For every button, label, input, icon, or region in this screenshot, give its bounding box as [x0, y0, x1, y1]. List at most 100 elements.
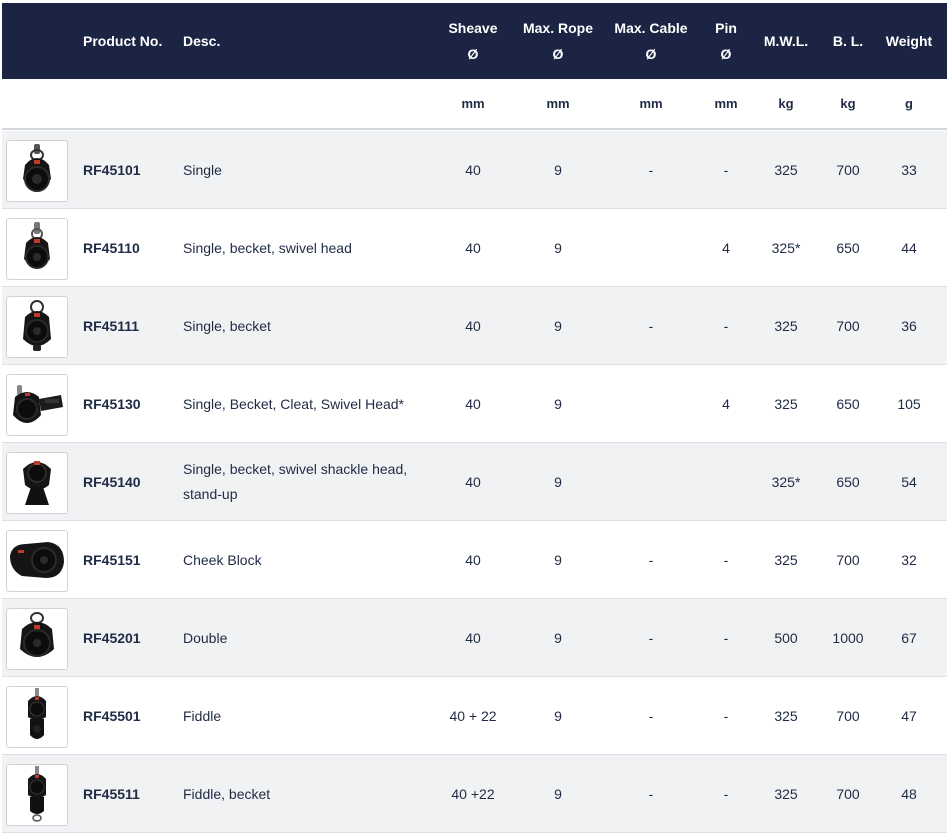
cell-pin: - [723, 318, 729, 334]
single-block-icon [15, 143, 59, 200]
description-line: stand-up [183, 486, 238, 502]
product-description: Single, becket, swivel head [183, 209, 433, 287]
cell-pin: 4 [722, 240, 730, 256]
cell-sheave: 40 + 22 [449, 708, 497, 724]
header-product-no: Product No. [83, 33, 163, 49]
cell-cable [603, 443, 699, 521]
fiddle-block-icon [22, 687, 52, 748]
header-sheave: Sheave Ø [433, 3, 513, 79]
product-description: Fiddle [183, 677, 433, 755]
description-line: Cheek Block [183, 551, 262, 568]
product-thumbnail[interactable] [6, 140, 68, 202]
cell-sheave: 40 [465, 318, 481, 334]
product-thumbnail[interactable] [6, 452, 68, 514]
cell-weight: 67 [901, 630, 917, 646]
product-description: Single, Becket, Cleat, Swivel Head* [183, 365, 433, 443]
product-number[interactable]: RF45501 [83, 708, 141, 724]
product-description: Single, becket [183, 287, 433, 365]
unit-pin: mm [714, 96, 738, 111]
table-row: RF45140 Single, becket, swivel shackle he… [2, 443, 947, 521]
cell-rope: 9 [554, 240, 562, 256]
product-thumbnail[interactable] [6, 530, 68, 592]
product-description: Single [183, 131, 433, 209]
cell-sheave: 40 [465, 240, 481, 256]
cell-sheave: 40 [465, 162, 481, 178]
cell-rope: 9 [554, 162, 562, 178]
cell-cable: - [648, 552, 654, 568]
cell-mwl: 325* [771, 474, 801, 490]
cell-rope: 9 [554, 630, 562, 646]
cell-rope: 9 [554, 708, 562, 724]
header-bl: B. L. [832, 33, 864, 49]
product-description: Cheek Block [183, 521, 433, 599]
header-pin: Pin Ø [699, 3, 753, 79]
cell-mwl: 500 [774, 630, 798, 646]
header-max-cable-symbol: Ø [645, 46, 657, 62]
header-max-cable-label: Max. Cable [614, 20, 688, 36]
header-max-rope-symbol: Ø [552, 46, 564, 62]
product-description: Double [183, 599, 433, 677]
product-number[interactable]: RF45511 [83, 786, 140, 802]
cell-rope: 9 [554, 318, 562, 334]
header-sheave-symbol: Ø [467, 46, 479, 62]
cell-pin [699, 443, 753, 521]
cell-rope: 9 [554, 396, 562, 412]
product-number[interactable]: RF45201 [83, 630, 141, 646]
cell-bl: 700 [836, 162, 860, 178]
product-number[interactable]: RF45140 [83, 474, 141, 490]
product-number[interactable]: RF45110 [83, 240, 140, 256]
cell-pin: - [723, 708, 729, 724]
table-row: RF45101 Single 40 9 - - 325 700 33 [2, 131, 947, 209]
cell-pin: - [723, 552, 729, 568]
product-thumbnail[interactable] [6, 218, 68, 280]
header-mwl: M.W.L. [763, 33, 809, 49]
cell-weight: 32 [901, 552, 917, 568]
cell-cable: - [648, 630, 654, 646]
product-number[interactable]: RF45151 [83, 552, 141, 568]
description-line: Fiddle [183, 707, 222, 724]
table-row: RF45130 Single, Becket, Cleat, Swivel Hea… [2, 365, 947, 443]
cell-bl: 700 [836, 786, 860, 802]
cell-weight: 33 [901, 162, 917, 178]
table-row: RF45201 Double 40 9 - - 500 1000 67 [2, 599, 947, 677]
cell-rope: 9 [554, 474, 562, 490]
cell-cable: - [648, 786, 654, 802]
description-line: Double [183, 629, 228, 646]
product-number[interactable]: RF45101 [83, 162, 141, 178]
table-row: RF45511 Fiddle, becket 40 +22 9 - - 325 700 48 [2, 755, 947, 833]
cell-bl: 650 [836, 396, 860, 412]
header-sheave-label: Sheave [448, 20, 498, 36]
units-row: mm mm mm mm kg kg g [2, 79, 947, 130]
cell-weight: 48 [901, 786, 917, 802]
description-line: Single [183, 161, 222, 178]
cell-cable [603, 365, 699, 443]
header-max-rope: Max. Rope Ø [513, 3, 603, 79]
cheek-block-icon [8, 538, 66, 585]
product-thumbnail[interactable] [6, 608, 68, 670]
swivel-block-icon [15, 221, 59, 278]
table-row: RF45111 Single, becket 40 9 - - 325 700 36 [2, 287, 947, 365]
description-line: Single, becket, swivel shackle head, [183, 461, 408, 477]
cleat-block-icon [9, 377, 65, 434]
cell-mwl: 325 [774, 396, 798, 412]
product-thumbnail[interactable] [6, 686, 68, 748]
product-thumbnail[interactable] [6, 764, 68, 826]
standup-block-icon [15, 455, 59, 512]
product-thumbnail[interactable] [6, 296, 68, 358]
cell-sheave: 40 [465, 474, 481, 490]
cell-mwl: 325* [771, 240, 801, 256]
unit-mwl: kg [778, 96, 794, 111]
cell-pin: - [723, 786, 729, 802]
cell-cable: - [648, 708, 654, 724]
cell-weight: 54 [901, 474, 917, 490]
product-description: Fiddle, becket [183, 755, 433, 833]
description-line: Single, becket [183, 317, 271, 334]
product-number[interactable]: RF45130 [83, 396, 141, 412]
unit-sheave: mm [461, 96, 485, 111]
description-line: Fiddle, becket [183, 785, 271, 802]
unit-max-rope: mm [546, 96, 570, 111]
cell-weight: 47 [901, 708, 917, 724]
cell-bl: 700 [836, 552, 860, 568]
product-number[interactable]: RF45111 [83, 318, 140, 334]
product-thumbnail[interactable] [6, 374, 68, 436]
